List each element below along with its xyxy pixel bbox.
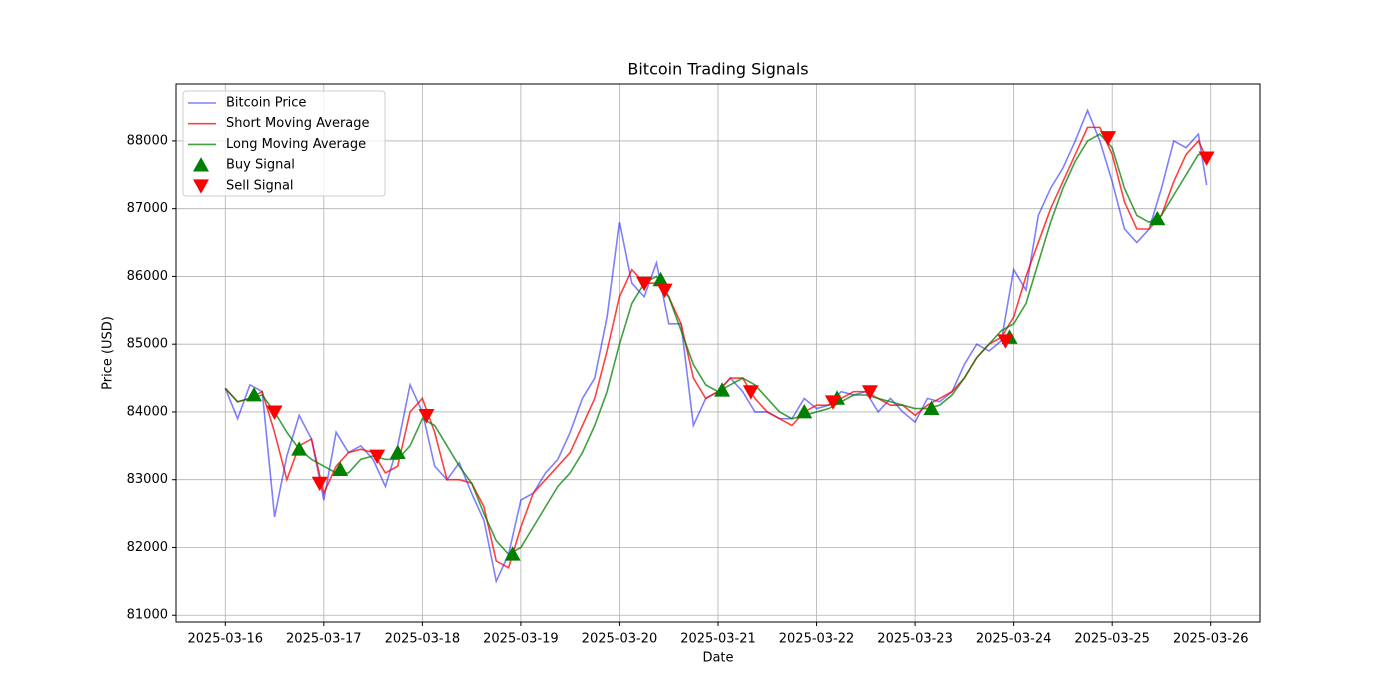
signal-marker xyxy=(266,405,283,420)
y-tick-label: 86000 xyxy=(127,269,168,284)
signal-marker xyxy=(369,449,386,464)
chart-title: Bitcoin Trading Signals xyxy=(627,60,808,79)
y-tick-label: 87000 xyxy=(127,201,168,216)
signal-marker xyxy=(652,271,669,287)
signal-marker xyxy=(742,385,759,400)
y-tick-label: 83000 xyxy=(127,472,168,487)
signal-marker xyxy=(656,283,673,298)
y-tick-label: 81000 xyxy=(127,608,168,623)
signal-marker xyxy=(389,444,406,460)
plot-frame xyxy=(175,83,1261,623)
signal-marker xyxy=(997,334,1014,349)
x-tick-label: 2025-03-22 xyxy=(779,632,855,647)
signal-marker xyxy=(861,385,878,400)
signal-marker xyxy=(796,403,813,419)
signal-marker xyxy=(291,441,308,456)
y-tick-label: 82000 xyxy=(127,540,168,555)
legend-label: Short Moving Average xyxy=(226,116,370,131)
legend-label: Bitcoin Price xyxy=(226,96,306,111)
signal-marker xyxy=(418,408,435,424)
signal-marker xyxy=(1149,210,1166,226)
y-tick-label: 84000 xyxy=(127,404,168,419)
x-tick-label: 2025-03-20 xyxy=(582,632,658,647)
x-tick-label: 2025-03-16 xyxy=(187,632,263,647)
x-tick-label: 2025-03-24 xyxy=(976,632,1052,647)
signal-marker xyxy=(1100,131,1117,146)
legend-label: Sell Signal xyxy=(226,178,294,193)
signal-marker xyxy=(923,400,940,415)
signal-marker xyxy=(332,461,349,476)
x-tick-label: 2025-03-17 xyxy=(286,632,362,647)
x-tick-label: 2025-03-23 xyxy=(877,632,953,647)
legend-box xyxy=(182,90,386,197)
x-tick-label: 2025-03-25 xyxy=(1074,632,1150,647)
y-tick-label: 88000 xyxy=(127,133,168,148)
signal-marker xyxy=(714,382,731,397)
x-tick-label: 2025-03-21 xyxy=(680,632,756,647)
y-tick-label: 85000 xyxy=(127,337,168,352)
y-axis-label: Price (USD) xyxy=(101,316,116,390)
x-tick-label: 2025-03-26 xyxy=(1173,632,1249,647)
x-axis-label: Date xyxy=(702,651,733,666)
legend-marker xyxy=(193,179,209,194)
legend-label: Buy Signal xyxy=(226,158,295,173)
signal-marker xyxy=(311,476,328,492)
x-tick-label: 2025-03-18 xyxy=(385,632,461,647)
signal-marker xyxy=(246,387,263,402)
legend-marker xyxy=(193,157,209,172)
signal-marker xyxy=(824,395,841,410)
legend-label: Long Moving Average xyxy=(226,137,366,152)
signal-marker xyxy=(504,546,521,561)
signal-marker xyxy=(1198,151,1215,166)
signal-marker xyxy=(636,276,653,292)
x-tick-label: 2025-03-19 xyxy=(483,632,559,647)
